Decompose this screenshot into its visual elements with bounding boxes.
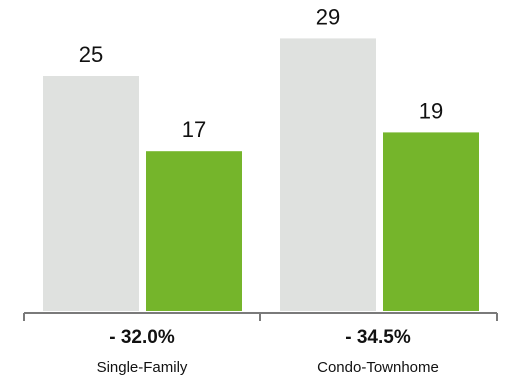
value-label-condo-townhome-series-0: 29: [316, 4, 340, 29]
change-label-condo-townhome: - 34.5%: [345, 327, 411, 348]
bar-condo-townhome-series-1: [383, 132, 479, 311]
value-label-single-family-series-1: 17: [182, 117, 206, 142]
x-axis: [23, 312, 498, 321]
bar-single-family-series-1: [146, 151, 242, 311]
value-label-condo-townhome-series-1: 19: [419, 98, 443, 123]
bar-condo-townhome-series-0: [280, 38, 376, 312]
value-label-single-family-series-0: 25: [79, 42, 103, 67]
category-label-condo-townhome: Condo-Townhome: [317, 359, 439, 376]
category-label-single-family: Single-Family: [97, 359, 188, 376]
bar-single-family-series-0: [43, 76, 139, 311]
value-labels-group: 25 17 29 19: [79, 4, 443, 142]
category-labels-group: - 32.0% Single-Family - 34.5% Condo-Town…: [97, 327, 439, 376]
bars-group: [43, 38, 479, 312]
change-label-single-family: - 32.0%: [109, 327, 175, 348]
